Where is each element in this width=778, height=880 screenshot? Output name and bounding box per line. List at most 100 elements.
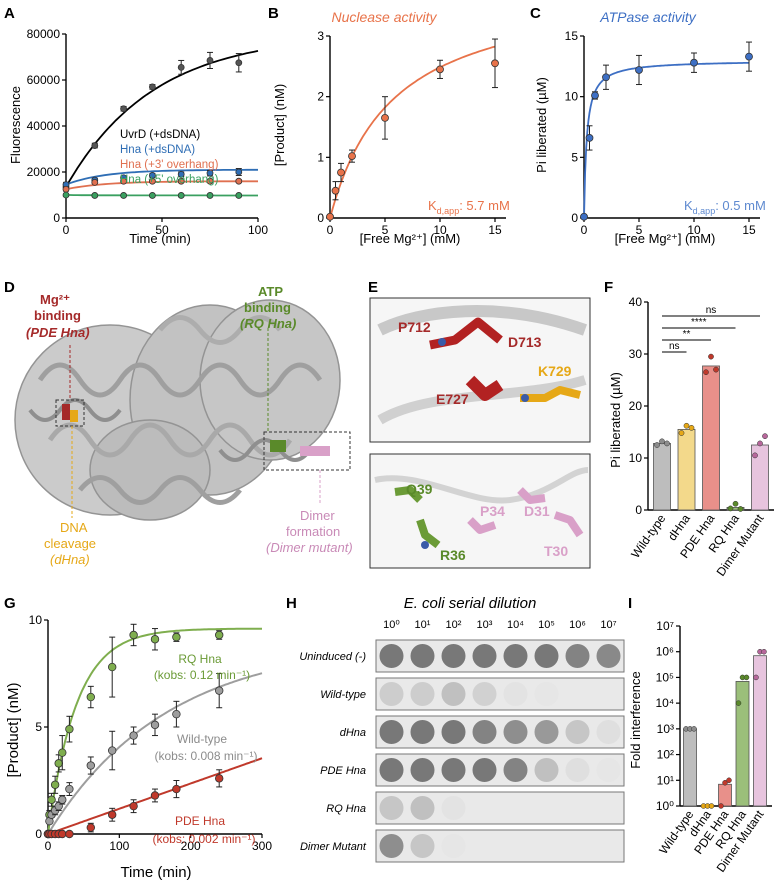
a-xlabel: Time (min) [129,231,191,246]
c-ylabel: Pi liberated (µM) [534,77,549,173]
g-series-0-point [47,795,56,804]
g-kobs-pde: (kobs: 0.002 min⁻¹) [152,832,255,846]
c-xtick-label: 5 [636,223,643,237]
d-box-dimer [263,431,351,471]
f-point [683,422,690,429]
d-mg-title2: binding [34,308,81,323]
panel-label-f: F [604,279,613,296]
panel-b: B Nuclease activity [Product] (nM) [Free… [268,5,510,246]
f-point [659,438,665,445]
e-res-d713: D713 [508,334,542,350]
i-bar [683,728,697,807]
e-res-t30: T30 [544,543,568,559]
a-fit-line-2 [65,180,258,191]
c-ytick-label: 0 [571,211,578,225]
i-ytick-label: 10¹ [657,773,674,787]
a-series-0-point [177,63,185,71]
e-res-p712: P712 [398,319,431,335]
h-dilution-label: 10² [446,619,462,631]
g-series-1-point [65,784,74,794]
f-bar [726,506,745,511]
g-ytick-label: 10 [29,613,43,627]
a-series-3-point [62,191,70,199]
a-series-3-point [206,192,214,199]
h-colony-spot [379,720,404,744]
d-mg-title: Mg²⁺ [40,292,70,307]
h-colony-spot [503,682,528,706]
g-series-0-point [58,748,67,757]
h-colony-spot [379,834,404,858]
panel-e: E P712 D713 E727 K729 Q39 R36 P34 D31 T3… [368,279,591,569]
g-series-2-point [107,810,117,819]
g-series-2-point [129,801,138,811]
f-ytick-label: 40 [629,295,643,309]
a-series-1-point [177,170,185,178]
a-series-3-point [91,192,99,199]
e-res-e727: E727 [436,391,469,407]
h-colony-spot [596,644,621,668]
a-legend-2: Hna (+dsDNA) [120,144,195,156]
f-bar [702,365,720,511]
c-point [580,212,588,221]
i-point [708,803,715,809]
a-xtick-label: 100 [248,223,268,237]
a-series-3-point [235,192,243,199]
h-colony-spot [441,796,466,820]
a-series-0-point [120,105,127,113]
h-colony-spot [410,720,435,744]
f-point [732,500,739,507]
i-bar [753,655,767,807]
b-point [348,152,356,161]
h-dilution-label: 10⁶ [569,619,586,631]
h-colony-spot [596,720,621,744]
c-point [690,58,698,67]
c-xtick-label: 15 [742,223,756,237]
h-dilution-label: 10⁷ [600,619,616,631]
b-point [436,65,444,74]
d-dna-title2: cleavage [44,536,96,551]
f-point [654,442,660,448]
b-ytick-label: 3 [317,29,324,43]
b-point [326,212,334,221]
h-colony-spot [503,720,528,744]
b-title: Nuclease activity [331,9,437,25]
i-point [753,674,759,681]
h-colony-spot [534,758,559,782]
a-series-1-point [206,169,214,177]
i-point [761,648,767,655]
e-res-r36: R36 [440,547,466,563]
panel-i: I Fold interference 10⁰ 10¹ 10² 10³ 10⁴ 10⁵ 10… [628,595,772,875]
h-colony-spot [565,758,590,782]
g-series-1-point [172,709,181,719]
d-atp-sub: (RQ Hna) [240,316,296,331]
g-series-2-point [58,829,67,839]
g-series-0-point [86,692,95,702]
g-label-rq: RQ Hna [178,652,222,666]
i-bar [735,681,750,807]
panel-d: D Mg²⁺ binding (PDE Hna) ATP binding (RQ… [4,279,353,567]
h-row-label: Wild-type [320,689,366,701]
a-ytick-label: 20000 [27,165,61,179]
a-series-3-point [177,192,185,199]
g-xlabel: Time (min) [120,864,191,880]
i-point [735,700,742,706]
f-significance-label: ns [669,341,680,352]
g-ytick-label: 5 [35,720,42,734]
panel-label-c: C [530,5,541,22]
b-point [331,186,340,195]
f-point [727,505,734,512]
h-colony-spot [379,758,404,782]
panel-label-i: I [628,595,632,612]
c-ytick-label: 15 [565,29,579,43]
f-significance-label: ns [706,305,717,316]
d-dna-sub: (dHna) [50,552,90,567]
g-ylabel: [Product] (nM) [5,682,22,777]
a-series-0-point [148,83,156,91]
f-point [737,506,744,512]
f-point [688,424,695,431]
g-label-pde: PDE Hna [175,814,225,828]
c-kd-annotation: Kd,app: 0.5 mM [684,198,766,216]
c-title: ATPase activity [599,9,696,25]
